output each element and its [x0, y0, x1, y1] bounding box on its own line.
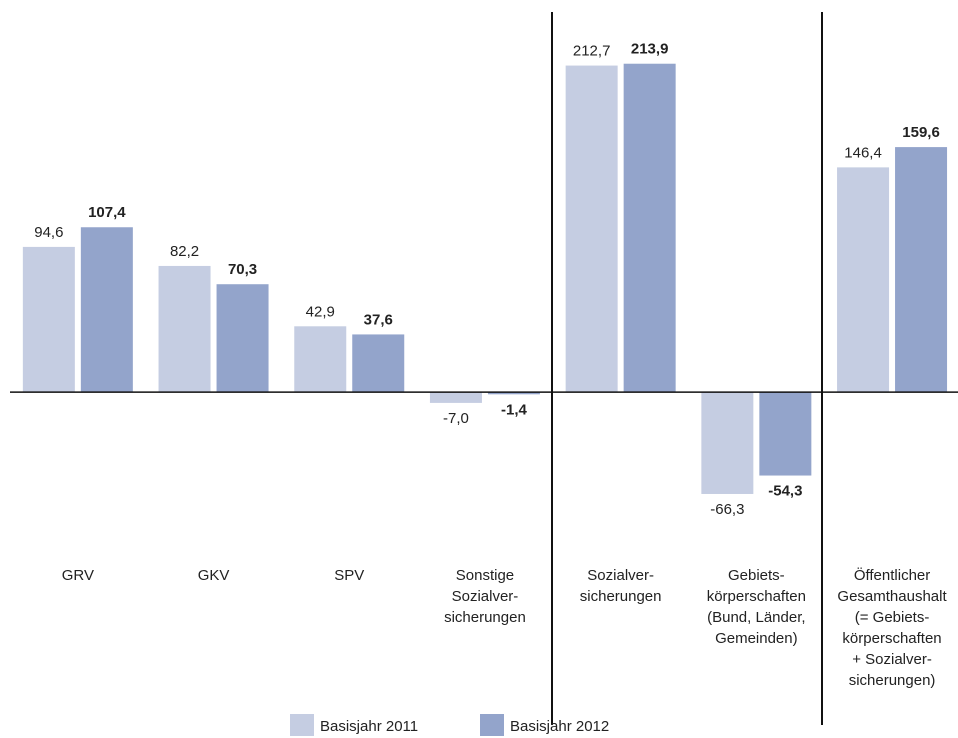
bar	[22, 246, 75, 393]
x-tick-label: GKV	[197, 567, 230, 584]
bar	[80, 227, 133, 393]
bar	[294, 326, 347, 393]
value-label: 146,4	[844, 144, 882, 161]
value-label: -7,0	[443, 410, 469, 427]
x-tick-label: Sozialver- sicherungen	[579, 567, 662, 605]
legend-label: Basisjahr 2012	[510, 718, 609, 735]
legend-label: Basisjahr 2011	[320, 718, 418, 735]
x-tick-label: SPV	[334, 567, 365, 584]
bar	[565, 65, 618, 393]
bar	[623, 63, 676, 393]
bar	[429, 392, 482, 403]
value-label: -54,3	[768, 483, 802, 500]
value-label: 212,7	[573, 43, 611, 60]
value-label: -1,4	[501, 401, 528, 418]
x-tick-label: Öffentlicher Gesamthaushalt (= Gebiets- …	[837, 567, 947, 689]
bar	[701, 392, 754, 494]
value-label: 107,4	[88, 204, 126, 221]
value-label: 37,6	[364, 311, 393, 328]
value-label: -66,3	[710, 501, 744, 518]
value-label: 213,9	[631, 41, 669, 58]
bar	[895, 147, 948, 393]
value-label: 82,2	[170, 243, 199, 260]
bar	[837, 167, 890, 393]
bar	[759, 392, 812, 476]
x-tick-label: GRV	[61, 567, 94, 584]
value-label: 159,6	[902, 124, 940, 141]
x-tick-label: Sonstige Sozialver- sicherungen	[444, 567, 526, 626]
bar	[487, 392, 540, 395]
value-label: 42,9	[306, 303, 335, 320]
value-label: 70,3	[228, 261, 257, 278]
legend-swatch	[480, 714, 504, 736]
value-label: 94,6	[34, 224, 63, 241]
bar	[352, 334, 405, 393]
bar	[216, 284, 269, 393]
legend-swatch	[290, 714, 314, 736]
x-tick-label: Gebiets- körperschaften (Bund, Länder, G…	[706, 567, 806, 647]
bar	[158, 265, 211, 393]
